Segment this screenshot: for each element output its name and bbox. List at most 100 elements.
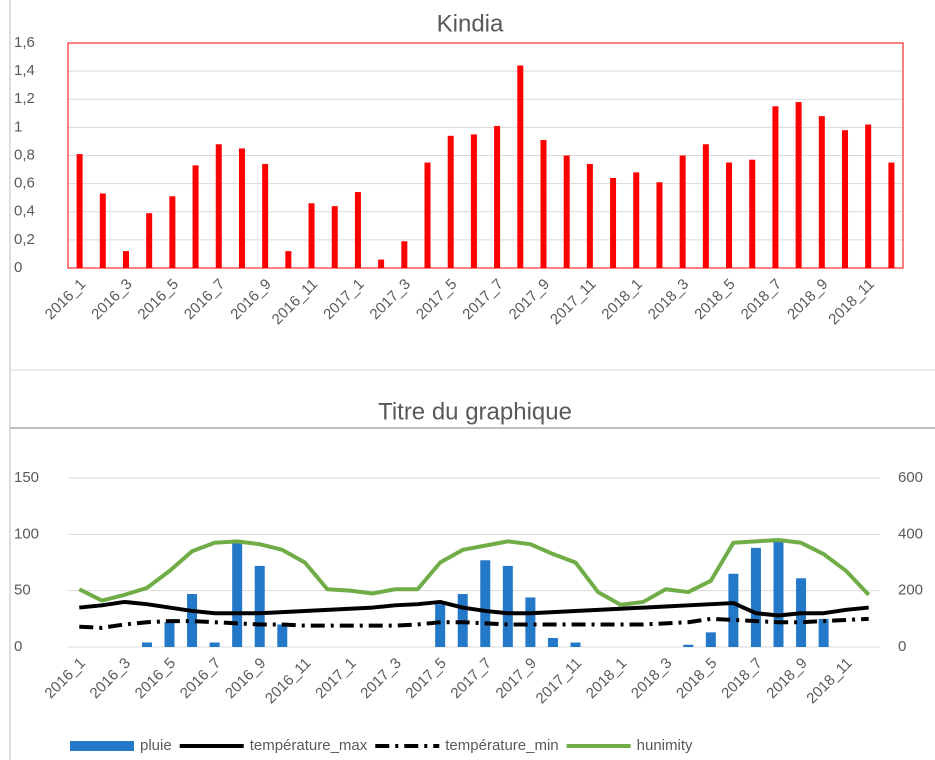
x-tick-label: 2016_3 <box>88 276 135 323</box>
x-tick-label: 2017_7 <box>447 655 494 702</box>
x-tick-label: 2018_3 <box>628 655 675 702</box>
bar <box>146 213 153 268</box>
bar <box>277 624 288 647</box>
bar <box>354 192 361 268</box>
legend-label: hunimity <box>637 737 693 754</box>
bar <box>540 140 547 268</box>
x-tick-label: 2017_11 <box>547 276 600 329</box>
x-tick-label: 2016_5 <box>132 655 179 702</box>
bar <box>187 594 198 647</box>
y-tick-label: 0,6 <box>14 175 35 192</box>
bar <box>238 148 245 268</box>
bar <box>656 182 663 268</box>
legend-swatch <box>70 741 134 751</box>
bar <box>447 135 454 268</box>
y-tick-label: 1,2 <box>14 90 35 107</box>
bar <box>308 203 315 268</box>
bar <box>865 124 872 268</box>
y-tick-label: 150 <box>14 469 39 486</box>
x-tick-label: 2016_1 <box>42 276 89 323</box>
bar <box>728 573 739 647</box>
bar <box>750 547 761 647</box>
bar <box>525 597 536 647</box>
x-tick-label: 2016_11 <box>269 276 322 329</box>
bar <box>141 642 152 647</box>
bar <box>502 565 513 647</box>
bar <box>401 241 408 268</box>
bar <box>702 144 709 268</box>
bar <box>726 162 733 268</box>
x-tick-label: 2017_11 <box>533 655 586 708</box>
x-tick-label: 2016_7 <box>181 276 228 323</box>
bar <box>818 116 825 268</box>
bar <box>795 102 802 268</box>
y2-tick-label: 0 <box>898 638 906 655</box>
chart-title: Titre du graphique <box>378 398 572 425</box>
bar <box>586 163 593 268</box>
bar <box>76 154 83 268</box>
x-tick-label: 2017_3 <box>367 276 414 323</box>
x-tick-label: 2018_7 <box>738 276 785 323</box>
x-tick-label: 2018_11 <box>803 655 856 708</box>
y-tick-label: 0,4 <box>14 203 35 220</box>
legend-label: température_max <box>250 737 368 754</box>
x-tick-label: 2016_3 <box>87 655 134 702</box>
bar <box>480 560 491 647</box>
x-tick-label: 2017_3 <box>357 655 404 702</box>
bar <box>331 206 338 268</box>
x-tick-label: 2018_5 <box>691 276 738 323</box>
x-tick-label: 2016_7 <box>177 655 224 702</box>
y2-tick-label: 400 <box>898 525 923 542</box>
x-tick-label: 2018_3 <box>645 276 692 323</box>
bar <box>773 539 784 647</box>
bar <box>570 642 581 647</box>
x-tick-label: 2017_5 <box>413 276 460 323</box>
bar <box>215 144 222 268</box>
bar <box>547 637 558 647</box>
bar <box>749 159 756 268</box>
bar <box>99 193 106 268</box>
bar <box>378 259 385 268</box>
bar <box>254 565 265 647</box>
y-tick-label: 0 <box>14 259 22 276</box>
bar <box>122 251 129 268</box>
bar <box>435 604 446 647</box>
chart-title: Kindia <box>437 10 504 37</box>
x-tick-label: 2017_5 <box>402 655 449 702</box>
x-tick-label: 2017_1 <box>312 655 359 702</box>
bar <box>683 644 694 647</box>
y-tick-label: 1,4 <box>14 62 35 79</box>
x-tick-label: 2018_1 <box>583 655 630 702</box>
bar <box>517 65 524 268</box>
x-tick-label: 2017_7 <box>459 276 506 323</box>
x-tick-label: 2016_5 <box>135 276 182 323</box>
line-series <box>79 616 869 630</box>
legend-label: pluie <box>140 737 172 754</box>
plot-border <box>67 42 904 269</box>
bar <box>772 106 779 268</box>
x-tick-label: 2016_1 <box>41 655 88 702</box>
bar <box>232 542 243 647</box>
bar <box>494 125 501 268</box>
bar <box>705 632 716 647</box>
y-tick-label: 1 <box>14 118 22 135</box>
y2-tick-label: 200 <box>898 582 923 599</box>
bar <box>888 162 895 268</box>
legend-label: température_min <box>445 737 558 754</box>
y-tick-label: 50 <box>14 582 31 599</box>
bar <box>424 162 431 268</box>
x-tick-label: 2018_11 <box>825 276 878 329</box>
y-tick-label: 1,6 <box>14 34 35 51</box>
line-series <box>78 537 871 607</box>
line-series <box>79 599 869 618</box>
bar <box>192 165 199 268</box>
y-tick-label: 0,2 <box>14 231 35 248</box>
bar <box>633 172 640 268</box>
bar <box>470 134 477 268</box>
bar <box>169 196 176 268</box>
bar <box>262 163 269 268</box>
y-tick-label: 0,8 <box>14 146 35 163</box>
x-tick-label: 2018_1 <box>598 276 645 323</box>
x-tick-label: 2016_11 <box>262 655 315 708</box>
